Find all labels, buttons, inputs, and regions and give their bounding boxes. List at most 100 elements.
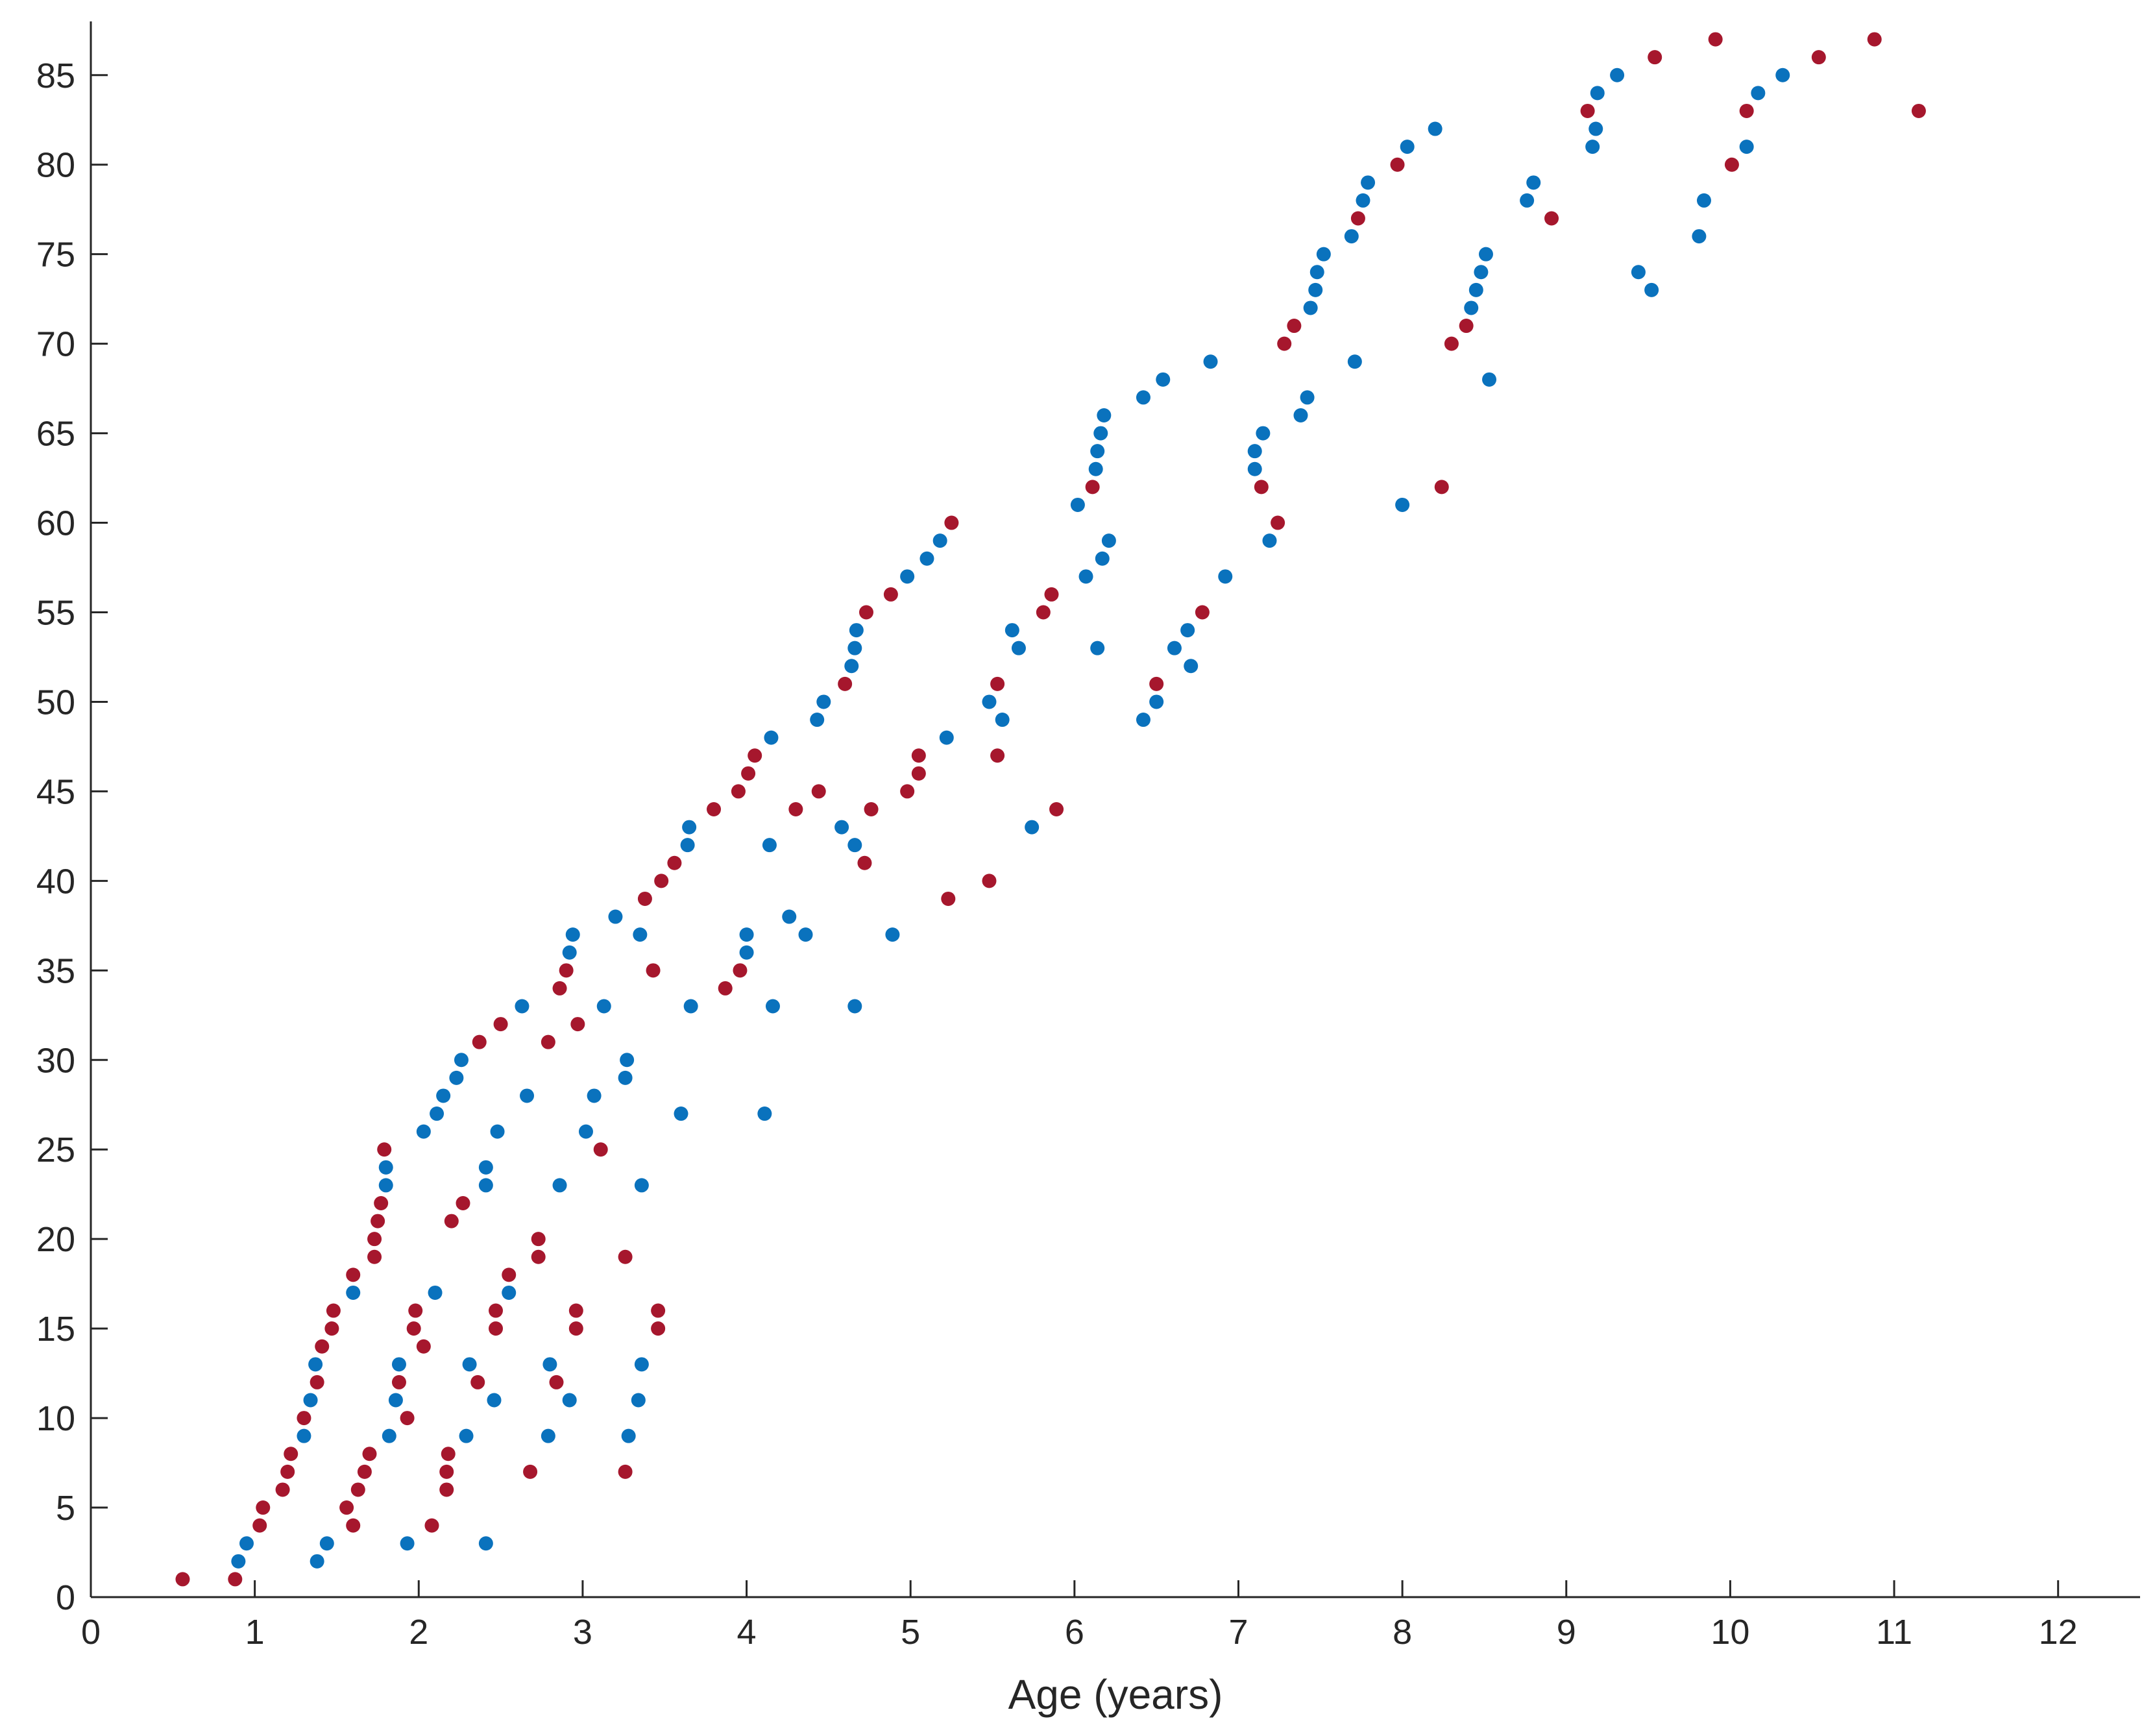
blue-data-point: [297, 1428, 311, 1443]
red-data-point: [362, 1447, 377, 1461]
blue-data-point: [932, 533, 947, 548]
red-data-point: [944, 515, 959, 530]
red-data-point: [733, 963, 748, 978]
x-tick-label: 12: [2039, 1613, 2078, 1652]
blue-data-point: [1482, 372, 1497, 387]
red-data-point: [618, 1464, 633, 1479]
x-axis-title: Age (years): [1008, 1671, 1223, 1718]
blue-data-point: [1095, 551, 1110, 566]
blue-data-point: [1589, 121, 1603, 136]
blue-data-point: [739, 927, 754, 942]
blue-data-point: [1356, 193, 1370, 208]
blue-data-point: [634, 1357, 649, 1372]
blue-data-point: [1692, 229, 1707, 244]
blue-data-point: [587, 1088, 602, 1103]
red-data-point: [990, 676, 1005, 691]
red-data-point: [568, 1321, 583, 1336]
blue-data-point: [810, 713, 825, 727]
blue-data-point: [378, 1160, 393, 1175]
blue-data-point: [1101, 533, 1116, 548]
blue-data-point: [596, 999, 611, 1014]
blue-data-point: [1526, 175, 1541, 190]
red-data-point: [1254, 480, 1269, 495]
blue-data-point: [782, 909, 797, 924]
y-tick-label: 40: [36, 862, 75, 901]
blue-data-point: [478, 1536, 493, 1551]
red-data-point: [441, 1447, 456, 1461]
blue-data-point: [885, 927, 900, 942]
blue-data-point: [578, 1124, 593, 1139]
red-data-point: [424, 1518, 439, 1533]
blue-data-point: [634, 1178, 649, 1193]
red-data-point: [1459, 319, 1474, 334]
blue-data-point: [757, 1106, 772, 1121]
red-data-point: [416, 1339, 431, 1354]
blue-data-point: [1078, 569, 1093, 584]
red-data-point: [280, 1464, 295, 1479]
blue-data-point: [552, 1178, 567, 1193]
blue-data-point: [682, 820, 697, 835]
x-tick-label: 7: [1228, 1613, 1248, 1652]
blue-data-point: [1300, 390, 1315, 405]
blue-data-point: [1218, 569, 1233, 584]
blue-data-point: [620, 1053, 635, 1068]
blue-data-point: [462, 1357, 477, 1372]
red-data-point: [439, 1482, 454, 1497]
data-points: [175, 32, 1926, 1587]
blue-data-point: [1203, 354, 1218, 369]
red-data-point: [531, 1232, 546, 1247]
red-data-point: [1195, 605, 1210, 620]
blue-data-point: [490, 1124, 505, 1139]
red-data-point: [646, 963, 661, 978]
red-data-point: [350, 1482, 365, 1497]
blue-data-point: [436, 1088, 451, 1103]
red-data-point: [228, 1572, 243, 1587]
blue-data-point: [1262, 533, 1277, 548]
blue-data-point: [683, 999, 698, 1014]
red-data-point: [489, 1321, 504, 1336]
y-tick-label: 75: [36, 236, 75, 275]
red-data-point: [1544, 211, 1559, 226]
blue-data-point: [1090, 641, 1105, 655]
y-tick-label: 0: [56, 1578, 75, 1617]
blue-data-point: [1156, 372, 1171, 387]
red-data-point: [175, 1572, 190, 1587]
blue-data-point: [1585, 140, 1600, 154]
red-data-point: [523, 1464, 538, 1479]
red-data-point: [371, 1214, 385, 1229]
red-data-point: [408, 1303, 423, 1318]
red-data-point: [439, 1464, 454, 1479]
red-data-point: [531, 1249, 546, 1264]
blue-data-point: [1136, 713, 1151, 727]
x-tick-label: 5: [901, 1613, 920, 1652]
y-tick-label: 50: [36, 683, 75, 722]
red-data-point: [252, 1518, 267, 1533]
red-data-point: [1277, 336, 1292, 351]
red-data-point: [667, 855, 682, 870]
red-data-point: [470, 1375, 485, 1389]
red-data-point: [1390, 157, 1405, 172]
red-data-point: [284, 1447, 298, 1461]
blue-data-point: [900, 569, 915, 584]
red-data-point: [864, 802, 879, 816]
red-data-point: [911, 748, 926, 763]
x-tick-label: 10: [1711, 1613, 1749, 1652]
red-data-point: [367, 1232, 382, 1247]
red-data-point: [489, 1303, 504, 1318]
red-data-point: [654, 874, 669, 888]
blue-data-point: [391, 1357, 406, 1372]
blue-data-point: [1309, 265, 1324, 280]
red-data-point: [911, 766, 926, 781]
blue-data-point: [765, 999, 780, 1014]
x-tick-label: 2: [409, 1613, 428, 1652]
red-data-point: [741, 766, 756, 781]
red-data-point: [391, 1375, 406, 1389]
blue-data-point: [621, 1428, 636, 1443]
blue-data-point: [1167, 641, 1182, 655]
blue-data-point: [1149, 694, 1164, 709]
blue-data-point: [1090, 444, 1105, 459]
blue-data-point: [1468, 282, 1483, 297]
red-data-point: [651, 1303, 666, 1318]
blue-data-point: [1256, 426, 1271, 441]
blue-data-point: [1308, 282, 1323, 297]
